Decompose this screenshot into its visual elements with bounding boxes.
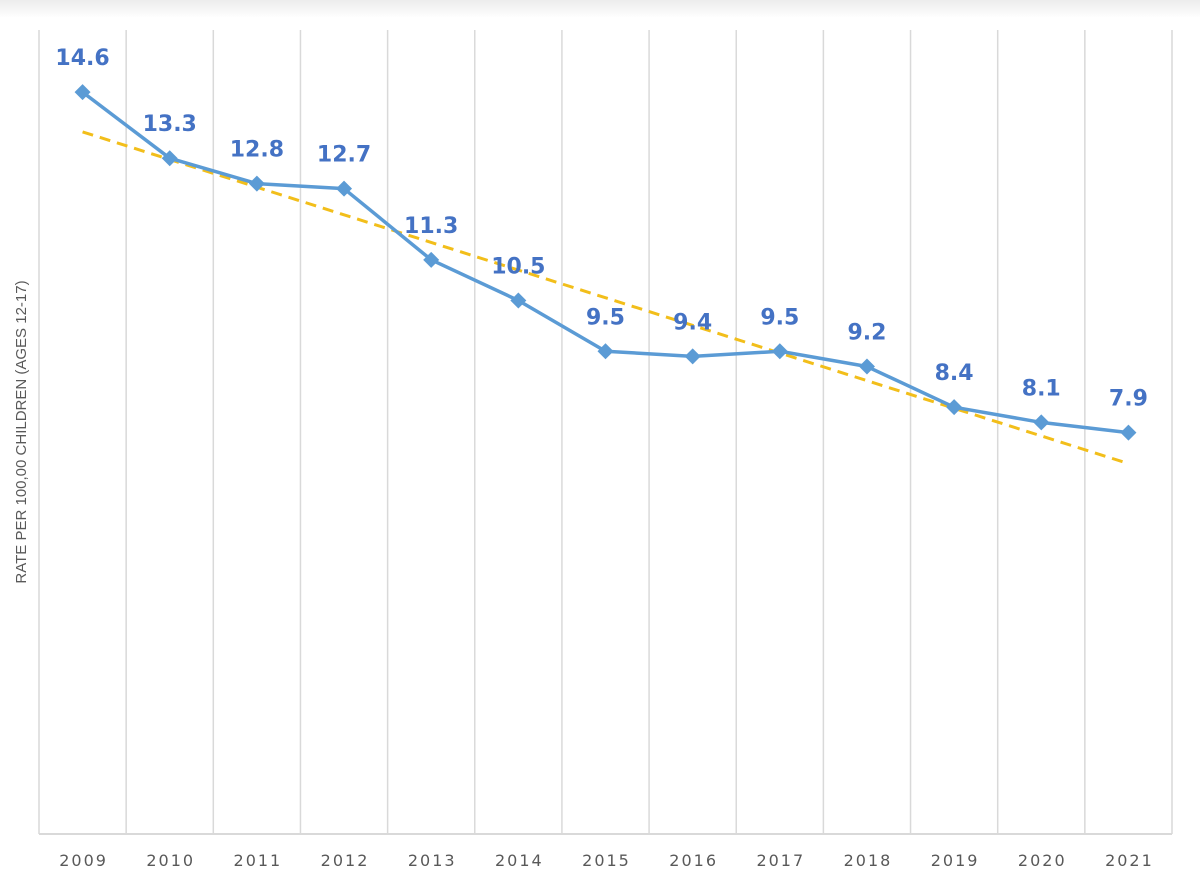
data-point-marker — [423, 251, 440, 268]
data-point-marker — [858, 358, 875, 375]
data-label: 11.3 — [404, 214, 458, 239]
data-label: 12.8 — [230, 138, 284, 163]
data-point-marker — [1120, 424, 1137, 441]
x-tick-label: 2011 — [234, 851, 283, 870]
x-tick-label: 2018 — [844, 851, 893, 870]
x-tick-label: 2016 — [669, 851, 718, 870]
data-label: 9.5 — [586, 305, 625, 330]
data-point-marker — [597, 343, 614, 360]
x-tick-label: 2012 — [321, 851, 370, 870]
y-axis-label: RATE PER 100,00 CHILDREN (AGES 12-17) — [13, 280, 30, 583]
data-label: 12.7 — [317, 143, 371, 168]
x-tick-label: 2009 — [59, 851, 108, 870]
x-tick-label: 2021 — [1105, 851, 1154, 870]
data-label: 8.4 — [935, 361, 974, 386]
top-bar — [0, 0, 1200, 18]
gridlines — [38, 30, 1173, 835]
data-label: 13.3 — [143, 112, 197, 137]
data-point-marker — [248, 175, 265, 192]
data-point-marker — [1033, 414, 1050, 431]
x-tick-label: 2014 — [495, 851, 544, 870]
x-axis-ticks: 2009 2010 2011 2012 2013 2014 2015 2016 2017 2018… — [59, 851, 1154, 870]
data-point-marker — [336, 180, 353, 197]
data-point-marker — [161, 150, 178, 167]
x-tick-label: 2013 — [408, 851, 457, 870]
data-point-marker — [946, 399, 963, 416]
trendline — [82, 130, 1129, 466]
x-tick-label: 2010 — [146, 851, 195, 870]
x-tick-label: 2017 — [756, 851, 805, 870]
data-label: 9.5 — [760, 305, 799, 330]
x-tick-label: 2020 — [1018, 851, 1067, 870]
data-label: 14.6 — [55, 46, 109, 71]
data-point-marker — [74, 84, 91, 101]
series-line — [74, 84, 1137, 441]
data-point-marker — [510, 292, 527, 309]
x-tick-label: 2019 — [931, 851, 980, 870]
data-point-marker — [684, 348, 701, 365]
data-point-marker — [771, 343, 788, 360]
data-labels: 14.6 13.3 12.8 12.7 11.3 10.5 9.5 9.4 9.5 9.2 8.4 8… — [55, 46, 1147, 411]
data-label: 10.5 — [491, 254, 545, 279]
data-label: 7.9 — [1109, 387, 1148, 412]
data-label: 8.1 — [1022, 376, 1061, 401]
data-label: 9.2 — [847, 321, 886, 346]
trendline-path — [82, 130, 1129, 466]
x-tick-label: 2015 — [582, 851, 631, 870]
data-label: 9.4 — [673, 310, 712, 335]
